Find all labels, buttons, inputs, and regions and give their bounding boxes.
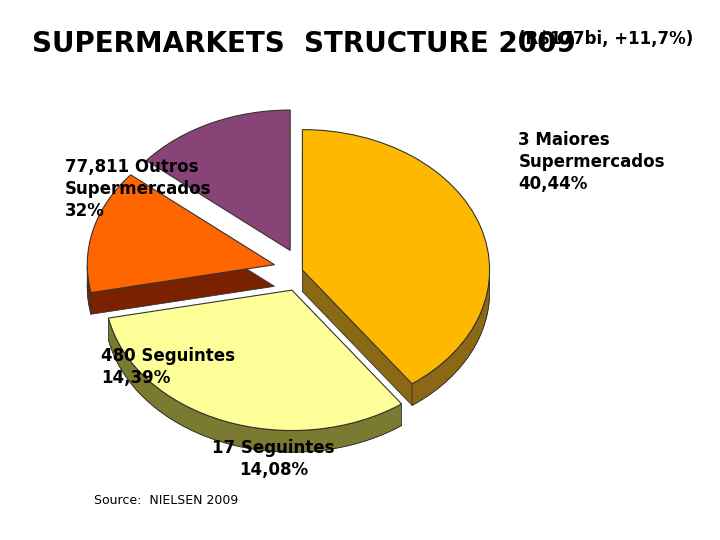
Text: SUPERMARKETS  STRUCTURE 2009: SUPERMARKETS STRUCTURE 2009 [32,30,576,58]
Text: Source:  NIELSEN 2009: Source: NIELSEN 2009 [94,494,238,507]
Text: 480 Seguintes
14,39%: 480 Seguintes 14,39% [101,347,235,387]
Wedge shape [87,175,274,293]
Polygon shape [302,151,490,406]
Text: 77,811 Outros
Supermercados
32%: 77,811 Outros Supermercados 32% [65,158,211,220]
Text: 17 Seguintes
14,08%: 17 Seguintes 14,08% [212,439,335,479]
Polygon shape [412,273,490,406]
Polygon shape [109,312,402,452]
Text: 3 Maiores
Supermercados
40,44%: 3 Maiores Supermercados 40,44% [518,131,665,193]
Polygon shape [87,197,274,314]
Polygon shape [109,318,402,452]
Wedge shape [146,110,290,251]
Text: (R$177bi, +11,7%): (R$177bi, +11,7%) [518,30,693,48]
Polygon shape [87,266,91,314]
Wedge shape [109,290,402,430]
Wedge shape [302,130,490,384]
